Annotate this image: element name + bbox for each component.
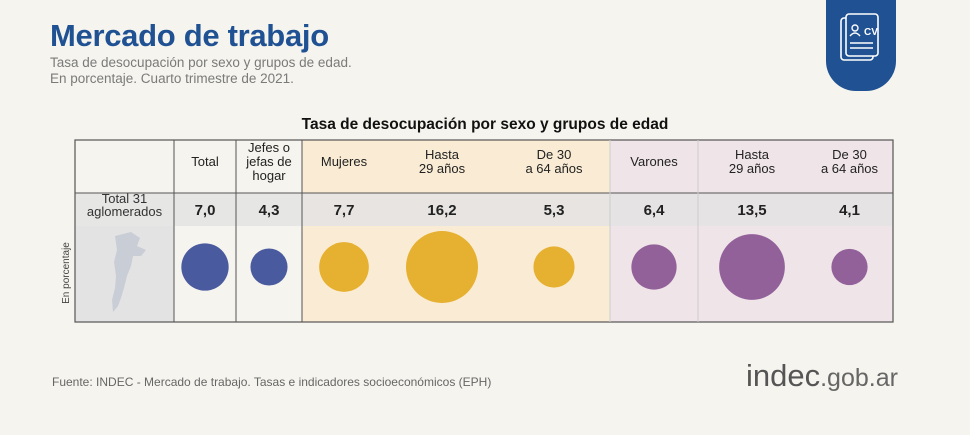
column-header-label: hogar [252, 168, 286, 183]
subtitle-line-2: En porcentaje. Cuarto trimestre de 2021. [50, 71, 294, 86]
column-header-label: a 64 años [821, 161, 879, 176]
argentina-map-icon [112, 232, 146, 312]
row-label: aglomerados [87, 204, 163, 219]
value-label: 13,5 [737, 202, 766, 219]
column-header-label: Total [191, 154, 219, 169]
value-bubble [319, 242, 369, 292]
brand-domain: .gob.ar [820, 364, 898, 392]
column-header-label: jefas de [245, 154, 292, 169]
value-label: 6,4 [644, 202, 666, 219]
value-bubble [831, 248, 868, 286]
row-label: Total 31 [102, 191, 148, 206]
value-bubble [250, 248, 288, 286]
column-header-label: De 30 [537, 147, 572, 162]
column-header-label: Jefes o [248, 140, 290, 155]
value-label: 4,3 [259, 202, 280, 219]
value-label: 5,3 [544, 202, 565, 219]
value-label: 4,1 [839, 202, 860, 219]
page-subtitle: Tasa de desocupación por sexo y grupos d… [50, 55, 352, 87]
page-title: Mercado de trabajo [50, 18, 329, 53]
brand-main: indec [746, 358, 821, 393]
value-bubble [631, 244, 677, 290]
subtitle-line-1: Tasa de desocupación por sexo y grupos d… [50, 55, 352, 70]
column-header-label: Varones [630, 154, 678, 169]
column-header-label: 29 años [419, 161, 466, 176]
cv-badge-label: CV [864, 27, 878, 38]
column-header-label: a 64 años [525, 161, 583, 176]
value-label: 7,0 [195, 202, 216, 219]
cv-badge: CV [826, 0, 896, 91]
value-label: 16,2 [427, 202, 456, 219]
value-label: 7,7 [334, 202, 355, 219]
column-header-label: Hasta [425, 147, 460, 162]
column-header-label: Hasta [735, 147, 770, 162]
column-header-label: Mujeres [321, 154, 368, 169]
column-header-label: 29 años [729, 161, 776, 176]
y-axis-label: En porcentaje [61, 242, 72, 304]
value-bubble [406, 231, 478, 303]
table-title: Tasa de desocupación por sexo y grupos d… [301, 116, 669, 133]
table-border [74, 139, 894, 323]
column-header-label: De 30 [832, 147, 867, 162]
value-bubble [719, 234, 785, 300]
source-note: Fuente: INDEC - Mercado de trabajo. Tasa… [52, 375, 492, 389]
total-row-band [75, 193, 893, 226]
value-bubble [181, 243, 229, 291]
value-bubble [533, 246, 575, 288]
cv-document-icon: CV [840, 13, 879, 61]
indec-logo: indec.gob.ar [746, 358, 898, 394]
